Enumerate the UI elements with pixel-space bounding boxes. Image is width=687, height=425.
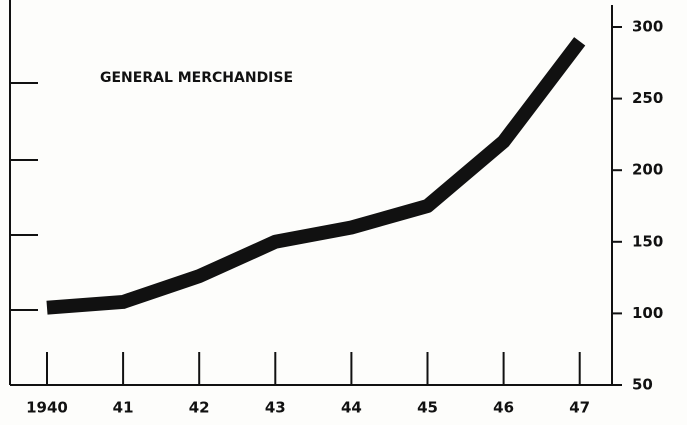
x-tick-label: 42 <box>189 399 210 417</box>
x-tick-label: 41 <box>113 399 134 417</box>
y-tick-label: 250 <box>632 89 663 107</box>
left-ticks <box>10 82 38 311</box>
x-tick-label: 47 <box>569 399 590 417</box>
x-tick-label: 44 <box>341 399 362 417</box>
x-tick-label: 45 <box>417 399 438 417</box>
y-tick-label: 100 <box>632 304 663 322</box>
y-tick-label: 50 <box>632 376 653 394</box>
annotation: GENERAL MERCHANDISE <box>100 70 293 86</box>
data-line <box>46 37 586 315</box>
x-tick-label: 1940 <box>26 399 68 417</box>
x-tick-label: 43 <box>265 399 286 417</box>
y-tick-label: 300 <box>632 18 663 36</box>
y-tick-label: 200 <box>632 161 663 179</box>
y-tick-label: 150 <box>632 232 663 250</box>
x-tick-label: 46 <box>493 399 514 417</box>
